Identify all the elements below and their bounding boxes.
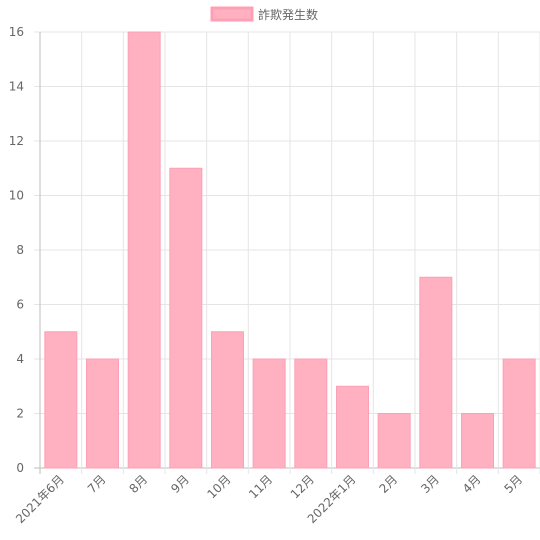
bar[interactable] (211, 331, 244, 469)
bar[interactable] (44, 331, 78, 469)
x-tick-label: 2021年6月 (13, 472, 67, 526)
bar[interactable] (127, 31, 161, 469)
bar[interactable] (86, 358, 119, 469)
grid (34, 31, 540, 474)
x-tick-label: 5月 (502, 472, 526, 496)
bar[interactable] (336, 385, 369, 469)
x-tick-label: 11月 (246, 472, 275, 501)
y-tick-label: 6 (16, 298, 24, 312)
legend-swatch[interactable] (210, 6, 254, 22)
y-tick-label: 8 (16, 243, 24, 257)
x-tick-label: 9月 (168, 472, 192, 496)
y-tick-label: 12 (9, 134, 24, 148)
x-tick-label: 8月 (127, 472, 151, 496)
y-tick-label: 10 (9, 189, 24, 203)
bar[interactable] (377, 413, 411, 469)
y-axis: 0 2 4 6 8 10 12 14 16 (9, 25, 24, 475)
bar[interactable] (294, 358, 328, 469)
bar[interactable] (461, 413, 494, 469)
x-tick-label: 7月 (85, 472, 109, 496)
y-tick-label: 4 (16, 352, 24, 366)
legend[interactable]: 詐欺発生数 (210, 6, 318, 22)
y-tick-label: 2 (16, 407, 24, 421)
bars (44, 31, 536, 469)
bar[interactable] (169, 167, 203, 469)
x-tick-label: 3月 (418, 472, 442, 496)
bar[interactable] (252, 358, 286, 469)
x-tick-label: 12月 (288, 472, 317, 501)
y-tick-label: 14 (9, 80, 24, 94)
bar[interactable] (419, 276, 453, 469)
legend-label[interactable]: 詐欺発生数 (258, 7, 318, 22)
y-tick-label: 16 (9, 25, 24, 39)
x-tick-label: 4月 (460, 472, 484, 496)
x-tick-label: 2月 (377, 472, 401, 496)
bar[interactable] (502, 358, 536, 469)
x-tick-label: 10月 (204, 472, 233, 501)
y-tick-label: 0 (16, 461, 24, 475)
